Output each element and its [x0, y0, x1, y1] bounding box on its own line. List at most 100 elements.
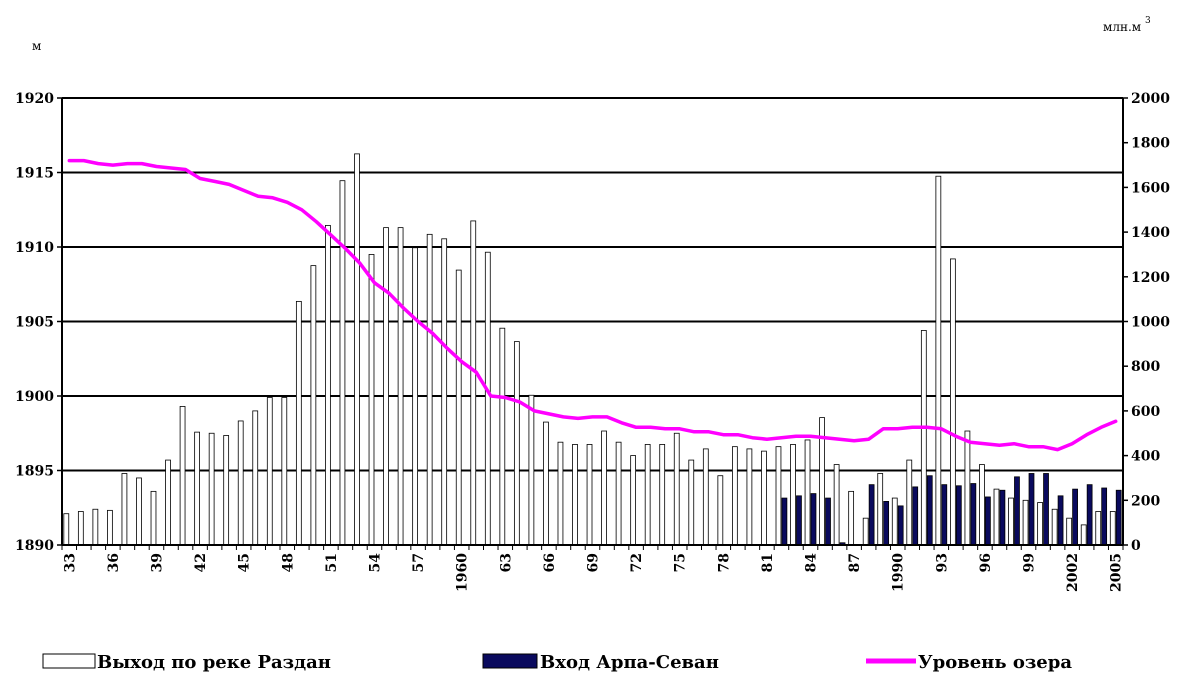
bar-razdan [790, 444, 796, 546]
bar-razdan [107, 509, 113, 546]
bar-arpa [1101, 487, 1108, 546]
bar-razdan [339, 180, 346, 546]
bar-razdan [557, 441, 564, 546]
bar-razdan [354, 153, 360, 546]
right-tick-label: 0 [1131, 538, 1141, 554]
right-tick-label: 1000 [1131, 315, 1170, 331]
bar-razdan [266, 397, 273, 546]
bar-razdan [325, 224, 331, 546]
bar-razdan [1051, 508, 1058, 546]
bar-arpa [1086, 484, 1093, 546]
bar-razdan [252, 410, 259, 546]
bar-arpa [955, 485, 962, 546]
bar-razdan [644, 444, 651, 546]
bar-razdan [295, 300, 302, 546]
bar-razdan [179, 406, 186, 546]
bar-razdan [572, 444, 578, 546]
bar-razdan [150, 490, 157, 546]
bar-arpa [1014, 476, 1020, 546]
bar-arpa [1057, 495, 1064, 546]
left-tick-label: 1910 [15, 240, 54, 256]
bar-arpa [941, 484, 948, 546]
bar-arpa [1028, 473, 1035, 546]
bar-razdan [862, 517, 869, 546]
bar-razdan [659, 444, 666, 546]
x-tick-label: 57 [411, 553, 427, 572]
bar-razdan [383, 227, 389, 546]
right-tick-label: 1200 [1131, 270, 1170, 286]
bar-razdan [1037, 502, 1043, 546]
bar-razdan [891, 497, 898, 546]
x-tick-label: 93 [934, 553, 950, 572]
bar-razdan [964, 430, 971, 546]
x-tick-label: 81 [760, 553, 776, 572]
bar-arpa [970, 483, 977, 546]
bar-arpa [825, 497, 831, 546]
x-tick-label: 39 [149, 553, 165, 572]
bar-arpa [912, 486, 919, 546]
x-tick-label: 1960 [455, 553, 471, 592]
bar-razdan [833, 464, 840, 546]
bar-razdan [194, 431, 200, 546]
bar-razdan [77, 511, 84, 546]
x-tick-label: 33 [62, 553, 78, 572]
bar-razdan [136, 477, 142, 546]
bar-razdan [310, 265, 317, 546]
bar-razdan [1109, 511, 1116, 546]
bar-razdan [1080, 524, 1087, 546]
bars-layer [63, 153, 1122, 546]
bar-razdan [281, 397, 288, 546]
bar-arpa [926, 475, 933, 546]
bar-razdan [543, 421, 549, 546]
right-axis-unit: млн.м 3 [1103, 16, 1151, 34]
bar-arpa [999, 489, 1006, 546]
left-tick-label: 1915 [15, 166, 54, 182]
right-tick-label: 1800 [1131, 136, 1170, 152]
bar-razdan [586, 444, 593, 546]
right-tick-label: 1400 [1131, 225, 1170, 241]
legend-label-razdan: Выход по реке Раздан [97, 652, 331, 673]
bar-razdan [920, 330, 927, 546]
x-tick-label: 54 [367, 553, 383, 573]
left-tick-label: 1895 [15, 464, 54, 480]
bar-razdan [426, 233, 433, 546]
bar-arpa [985, 496, 991, 546]
legend-label-arpa: Вход Арпа-Севан [540, 652, 719, 673]
x-tick-label: 99 [1022, 553, 1038, 572]
right-axis-unit-superscript: 3 [1145, 16, 1151, 26]
bar-razdan [732, 446, 738, 546]
bar-arpa [1072, 488, 1078, 546]
left-tick-label: 1890 [15, 538, 54, 554]
x-tick-label: 63 [498, 553, 514, 572]
bar-razdan [1095, 511, 1102, 546]
x-tick-label: 84 [804, 553, 820, 573]
x-tick-label: 75 [673, 553, 689, 572]
x-tick-label: 36 [106, 553, 122, 572]
x-tick-label: 1990 [891, 553, 907, 592]
right-tick-label: 800 [1131, 359, 1160, 375]
bar-arpa [897, 505, 904, 546]
legend-swatch-razdan [42, 653, 96, 669]
bar-razdan [761, 450, 767, 546]
grid-layer [62, 97, 1123, 546]
bar-razdan [499, 327, 506, 546]
right-tick-label: 600 [1131, 404, 1160, 420]
bar-razdan [165, 459, 171, 546]
bar-razdan [717, 475, 724, 546]
bar-arpa [1115, 489, 1122, 546]
bar-razdan [1066, 517, 1073, 546]
right-axis-unit-text: млн.м [1103, 20, 1141, 34]
bar-razdan [804, 439, 811, 546]
bar-razdan [412, 247, 418, 546]
bar-arpa [810, 493, 817, 546]
bar-razdan [746, 448, 753, 546]
axes-layer: 1890 1895 1900 1905 1910 1915 1920 0 200 400 600 80… [15, 91, 1170, 592]
bar-arpa [1043, 473, 1049, 546]
x-tick-label: 78 [716, 553, 732, 572]
bar-razdan [528, 394, 535, 546]
x-tick-label: 66 [542, 553, 558, 572]
bar-razdan [121, 473, 128, 546]
x-tick-label: 2002 [1065, 553, 1081, 592]
bar-razdan [455, 269, 462, 546]
